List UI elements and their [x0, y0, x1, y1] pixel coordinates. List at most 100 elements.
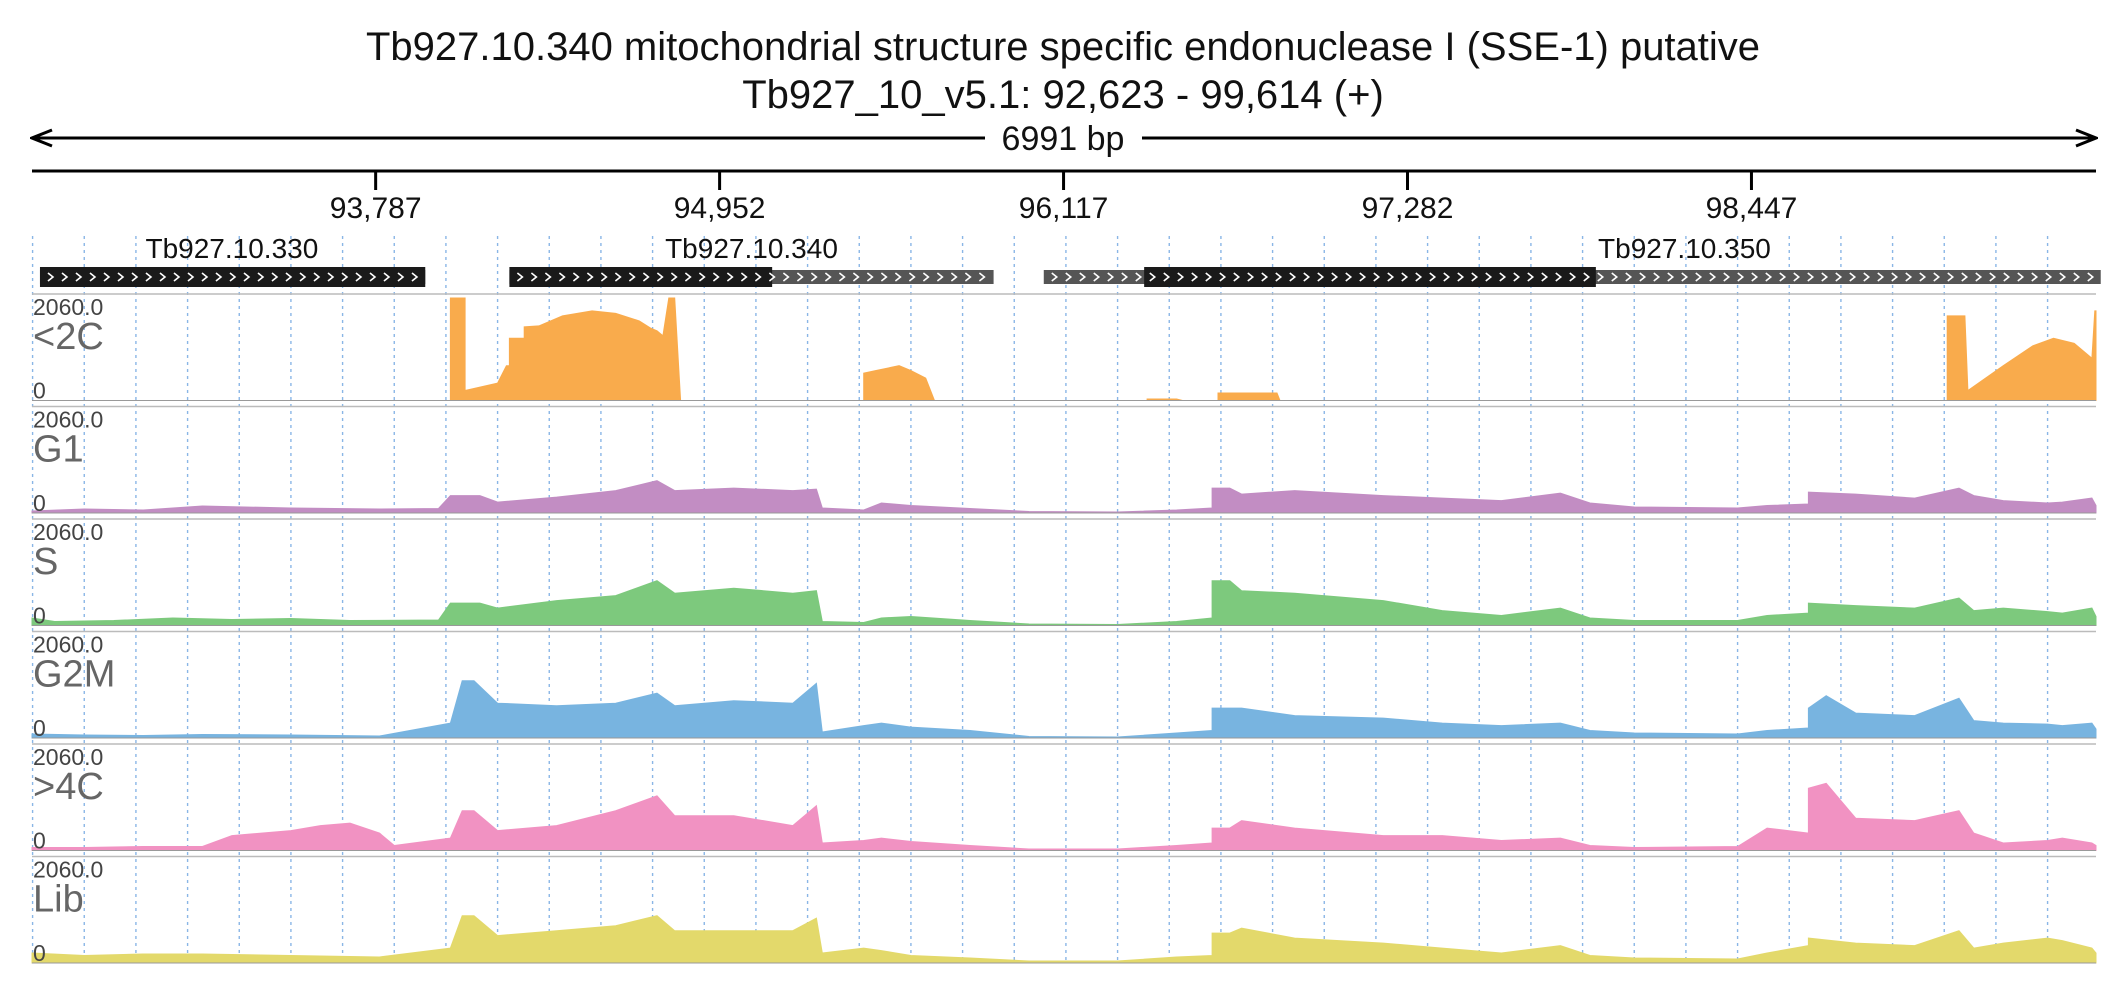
strand-arrow-icon: [964, 272, 972, 282]
strand-arrow-icon: [117, 272, 125, 282]
strand-arrow-icon: [922, 272, 930, 282]
strand-arrow-icon: [1373, 272, 1381, 282]
strand-arrow-icon: [1849, 272, 1857, 282]
strand-arrow-icon: [1485, 272, 1493, 282]
track-max-label: 2060.0: [33, 632, 103, 658]
strand-arrow-icon: [530, 272, 538, 282]
track-name: <2C: [33, 316, 104, 358]
strand-arrow-icon: [572, 272, 580, 282]
strand-arrow-icon: [1051, 272, 1059, 282]
strand-arrow-icon: [698, 272, 706, 282]
strand-arrow-icon: [1443, 272, 1451, 282]
strand-arrow-icon: [1513, 272, 1521, 282]
strand-arrow-icon: [131, 272, 139, 282]
strand-arrow-icon: [1387, 272, 1395, 282]
strand-arrow-icon: [299, 272, 307, 282]
gene-Tb927.10.330[interactable]: Tb927.10.330: [39, 233, 426, 287]
strand-arrow-icon: [2087, 272, 2095, 282]
strand-arrow-icon: [1429, 272, 1437, 282]
coverage-area: [31, 680, 2097, 739]
strand-arrow-icon: [908, 272, 916, 282]
coverage-area: [31, 782, 2097, 851]
strand-arrow-icon: [313, 272, 321, 282]
strand-arrow-icon: [1345, 272, 1353, 282]
strand-arrow-icon: [355, 272, 363, 282]
strand-arrow-icon: [2031, 272, 2039, 282]
track-S: 2060.0S 0: [31, 518, 2097, 629]
strand-arrow-icon: [1415, 272, 1423, 282]
strand-arrow-icon: [1653, 272, 1661, 282]
strand-arrow-icon: [383, 272, 391, 282]
gene-Tb927.10.340[interactable]: Tb927.10.340: [509, 233, 994, 287]
strand-arrow-icon: [201, 272, 209, 282]
strand-arrow-icon: [866, 272, 874, 282]
strand-arrow-icon: [1107, 272, 1115, 282]
strand-arrow-icon: [1737, 272, 1745, 282]
track-min-label: 0: [33, 940, 46, 966]
strand-arrow-icon: [1317, 272, 1325, 282]
strand-arrow-icon: [187, 272, 195, 282]
strand-arrow-icon: [950, 272, 958, 282]
strand-arrow-icon: [852, 272, 860, 282]
strand-arrow-icon: [824, 272, 832, 282]
strand-arrow-icon: [1583, 272, 1591, 282]
strand-arrow-icon: [1541, 272, 1549, 282]
strand-arrow-icon: [103, 272, 111, 282]
strand-arrow-icon: [2003, 272, 2011, 282]
track->4C: 2060.0>4C 0: [31, 743, 2097, 854]
strand-arrow-icon: [796, 272, 804, 282]
gene-label: Tb927.10.340: [665, 233, 838, 264]
span-label: 6991 bp: [1002, 120, 1125, 158]
gene-track: Tb927.10.330 Tb927.10.340 Tb927.10.350: [39, 233, 2101, 287]
strand-arrow-icon: [1527, 272, 1535, 282]
strand-arrow-icon: [1303, 272, 1311, 282]
strand-arrow-icon: [1639, 272, 1647, 282]
strand-arrow-icon: [558, 272, 566, 282]
strand-arrow-icon: [1289, 272, 1297, 282]
strand-arrow-icon: [2059, 272, 2067, 282]
strand-arrow-icon: [1247, 272, 1255, 282]
strand-arrow-icon: [1177, 272, 1185, 282]
strand-arrow-icon: [1905, 272, 1913, 282]
gene-label: Tb927.10.350: [1598, 233, 1771, 264]
track-name: G1: [33, 429, 84, 471]
strand-arrow-icon: [327, 272, 335, 282]
coverage-area: [32, 297, 2097, 401]
track-name: S: [33, 541, 58, 583]
ruler-ticks: 93,787 94,952 96,117 97,282 98,447: [330, 171, 1797, 225]
strand-arrow-icon: [642, 272, 650, 282]
strand-arrow-icon: [810, 272, 818, 282]
ruler-tick-label: 93,787: [330, 192, 422, 225]
strand-arrow-icon: [1457, 272, 1465, 282]
strand-arrow-icon: [1149, 272, 1157, 282]
gene-cds: [39, 267, 426, 287]
strand-arrow-icon: [257, 272, 265, 282]
coverage-tracks: 2060.0<2C02060.0G102060.0S02060.0G2M0206…: [31, 293, 2097, 966]
coverage-area: [31, 915, 2097, 964]
strand-arrow-icon: [880, 272, 888, 282]
strand-arrow-icon: [586, 272, 594, 282]
strand-arrow-icon: [369, 272, 377, 282]
strand-arrow-icon: [2045, 272, 2053, 282]
strand-arrow-icon: [1891, 272, 1899, 282]
track-min-label: 0: [33, 378, 46, 404]
track-min-label: 0: [33, 603, 46, 629]
strand-arrow-icon: [1807, 272, 1815, 282]
gene-Tb927.10.350[interactable]: Tb927.10.350: [1043, 233, 2101, 287]
strand-arrow-icon: [89, 272, 97, 282]
strand-arrow-icon: [1723, 272, 1731, 282]
strand-arrow-icon: [754, 272, 762, 282]
strand-arrow-icon: [740, 272, 748, 282]
strand-arrow-icon: [1821, 272, 1829, 282]
strand-arrow-icon: [2017, 272, 2025, 282]
strand-arrow-icon: [1275, 272, 1283, 282]
strand-arrow-icon: [1961, 272, 1969, 282]
strand-arrow-icon: [159, 272, 167, 282]
strand-arrow-icon: [1765, 272, 1773, 282]
strand-arrow-icon: [75, 272, 83, 282]
track-max-label: 2060.0: [33, 519, 103, 545]
track-name: >4C: [33, 766, 104, 808]
strand-arrow-icon: [1233, 272, 1241, 282]
